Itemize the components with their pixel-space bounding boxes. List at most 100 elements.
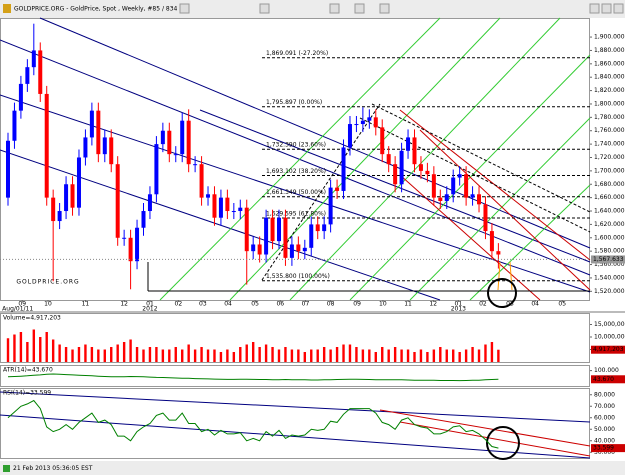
x-tick-label: 09 <box>18 301 26 308</box>
candle-body <box>154 144 159 195</box>
main-panel <box>0 18 590 301</box>
volume-bar <box>135 347 139 362</box>
candle-body <box>496 251 501 255</box>
x-tick-label: 10 <box>379 301 387 308</box>
x-tick-label: 02 <box>175 301 183 308</box>
y-tick-label: 30.000 <box>594 449 615 456</box>
watermark: GOLDPRICE.ORG <box>16 279 79 286</box>
indicator-label: ATR(14)=43.670 <box>3 367 53 374</box>
volume-bar <box>335 347 339 362</box>
candle-body <box>57 211 62 222</box>
x-tick-label: 07 <box>302 301 310 308</box>
tool-button[interactable] <box>259 3 270 14</box>
volume-bar <box>329 349 332 362</box>
x-tick-label: 11 <box>82 301 90 308</box>
channel-line <box>419 129 591 291</box>
candle-body <box>386 154 391 165</box>
minimize-button[interactable] <box>589 3 600 14</box>
tool-button[interactable] <box>354 3 365 14</box>
fib-label: 1,869.091 (-27.20%) <box>266 50 328 57</box>
x-tick-label: 12 <box>120 301 128 308</box>
volume-bar <box>168 349 171 362</box>
toolbar-buttons[interactable] <box>179 3 624 14</box>
tool-button[interactable] <box>379 3 390 14</box>
candle-body <box>360 120 365 125</box>
candle-body <box>393 164 398 185</box>
volume-bar <box>32 329 36 362</box>
y-tick-label: 1,580.000 <box>594 248 625 255</box>
candle-body <box>283 217 288 258</box>
volume-panel <box>0 313 590 363</box>
volume-bar <box>122 342 126 362</box>
y-tick-label: 1,740.000 <box>594 141 625 148</box>
x-tick-label: 2012 <box>142 306 157 313</box>
candle-body <box>115 164 120 238</box>
candle-body <box>302 247 307 252</box>
candle-body <box>6 140 11 198</box>
candle-body <box>212 194 217 218</box>
candle-body <box>51 197 56 222</box>
volume-bar <box>232 352 236 362</box>
candle-body <box>186 120 191 165</box>
x-tick-label: 2013 <box>451 306 466 313</box>
candle-body <box>25 67 30 84</box>
volume-bar <box>316 349 319 362</box>
x-tick-label: 08 <box>327 301 335 308</box>
price-marker <box>591 255 625 264</box>
candle-body <box>335 187 340 191</box>
tool-button[interactable] <box>329 3 340 14</box>
x-tick-label: 09 <box>353 301 361 308</box>
maximize-button[interactable] <box>601 3 612 14</box>
volume-bar <box>103 349 106 362</box>
volume-bar <box>245 344 248 362</box>
candle-body <box>444 194 449 201</box>
candle-body <box>438 197 443 201</box>
volume-bar <box>206 349 210 362</box>
y-tick-label: 1,520.000 <box>594 288 625 295</box>
y-tick-label: 1,880.000 <box>594 47 625 54</box>
fib-label: 1,661.349 (50.00%) <box>266 189 326 196</box>
y-tick-label: 15,000,000 <box>594 321 625 328</box>
fan-line <box>289 17 561 301</box>
candle-body <box>180 120 185 155</box>
tool-button[interactable] <box>179 3 190 14</box>
y-tick-label: 40.000 <box>594 437 615 444</box>
volume-bar <box>445 349 448 362</box>
candle-body <box>315 224 320 232</box>
candle-body <box>109 137 114 165</box>
last-value-box <box>591 375 625 384</box>
status-bar <box>0 461 625 475</box>
volume-bar <box>148 347 152 362</box>
volume-bar <box>239 347 242 362</box>
indicator-label: RSI(14)=33.599 <box>3 390 51 397</box>
candle-body <box>296 244 301 252</box>
title-bar <box>0 0 625 18</box>
close-button[interactable] <box>613 3 624 14</box>
volume-bar <box>322 347 326 362</box>
arrow <box>497 261 501 291</box>
y-tick-label: 1,660.000 <box>594 194 625 201</box>
fib-label: 1,535.800 (100.00%) <box>266 273 330 280</box>
volume-bar <box>406 349 410 362</box>
trend-line <box>39 17 591 249</box>
y-tick-label: 1,840.000 <box>594 74 625 81</box>
volume-bar <box>342 344 345 362</box>
volume-bar <box>264 344 268 362</box>
x-tick-label: 03 <box>506 301 514 308</box>
volume-bar <box>116 344 119 362</box>
candle-body <box>244 207 249 252</box>
volume-bar <box>71 349 74 362</box>
volume-bar <box>193 349 197 362</box>
x-tick-label: 05 <box>251 301 259 308</box>
candle-body <box>347 124 352 148</box>
y-tick-label: 70.000 <box>594 403 615 410</box>
volume-bar <box>213 349 216 362</box>
y-tick-label: 1,680.000 <box>594 181 625 188</box>
candle-body <box>193 164 198 166</box>
volume-bar <box>297 349 300 362</box>
candle-body <box>251 244 256 252</box>
volume-bar <box>64 347 68 362</box>
highlight-circle <box>486 426 520 460</box>
candle-body <box>470 194 475 198</box>
candle-body <box>399 150 404 185</box>
